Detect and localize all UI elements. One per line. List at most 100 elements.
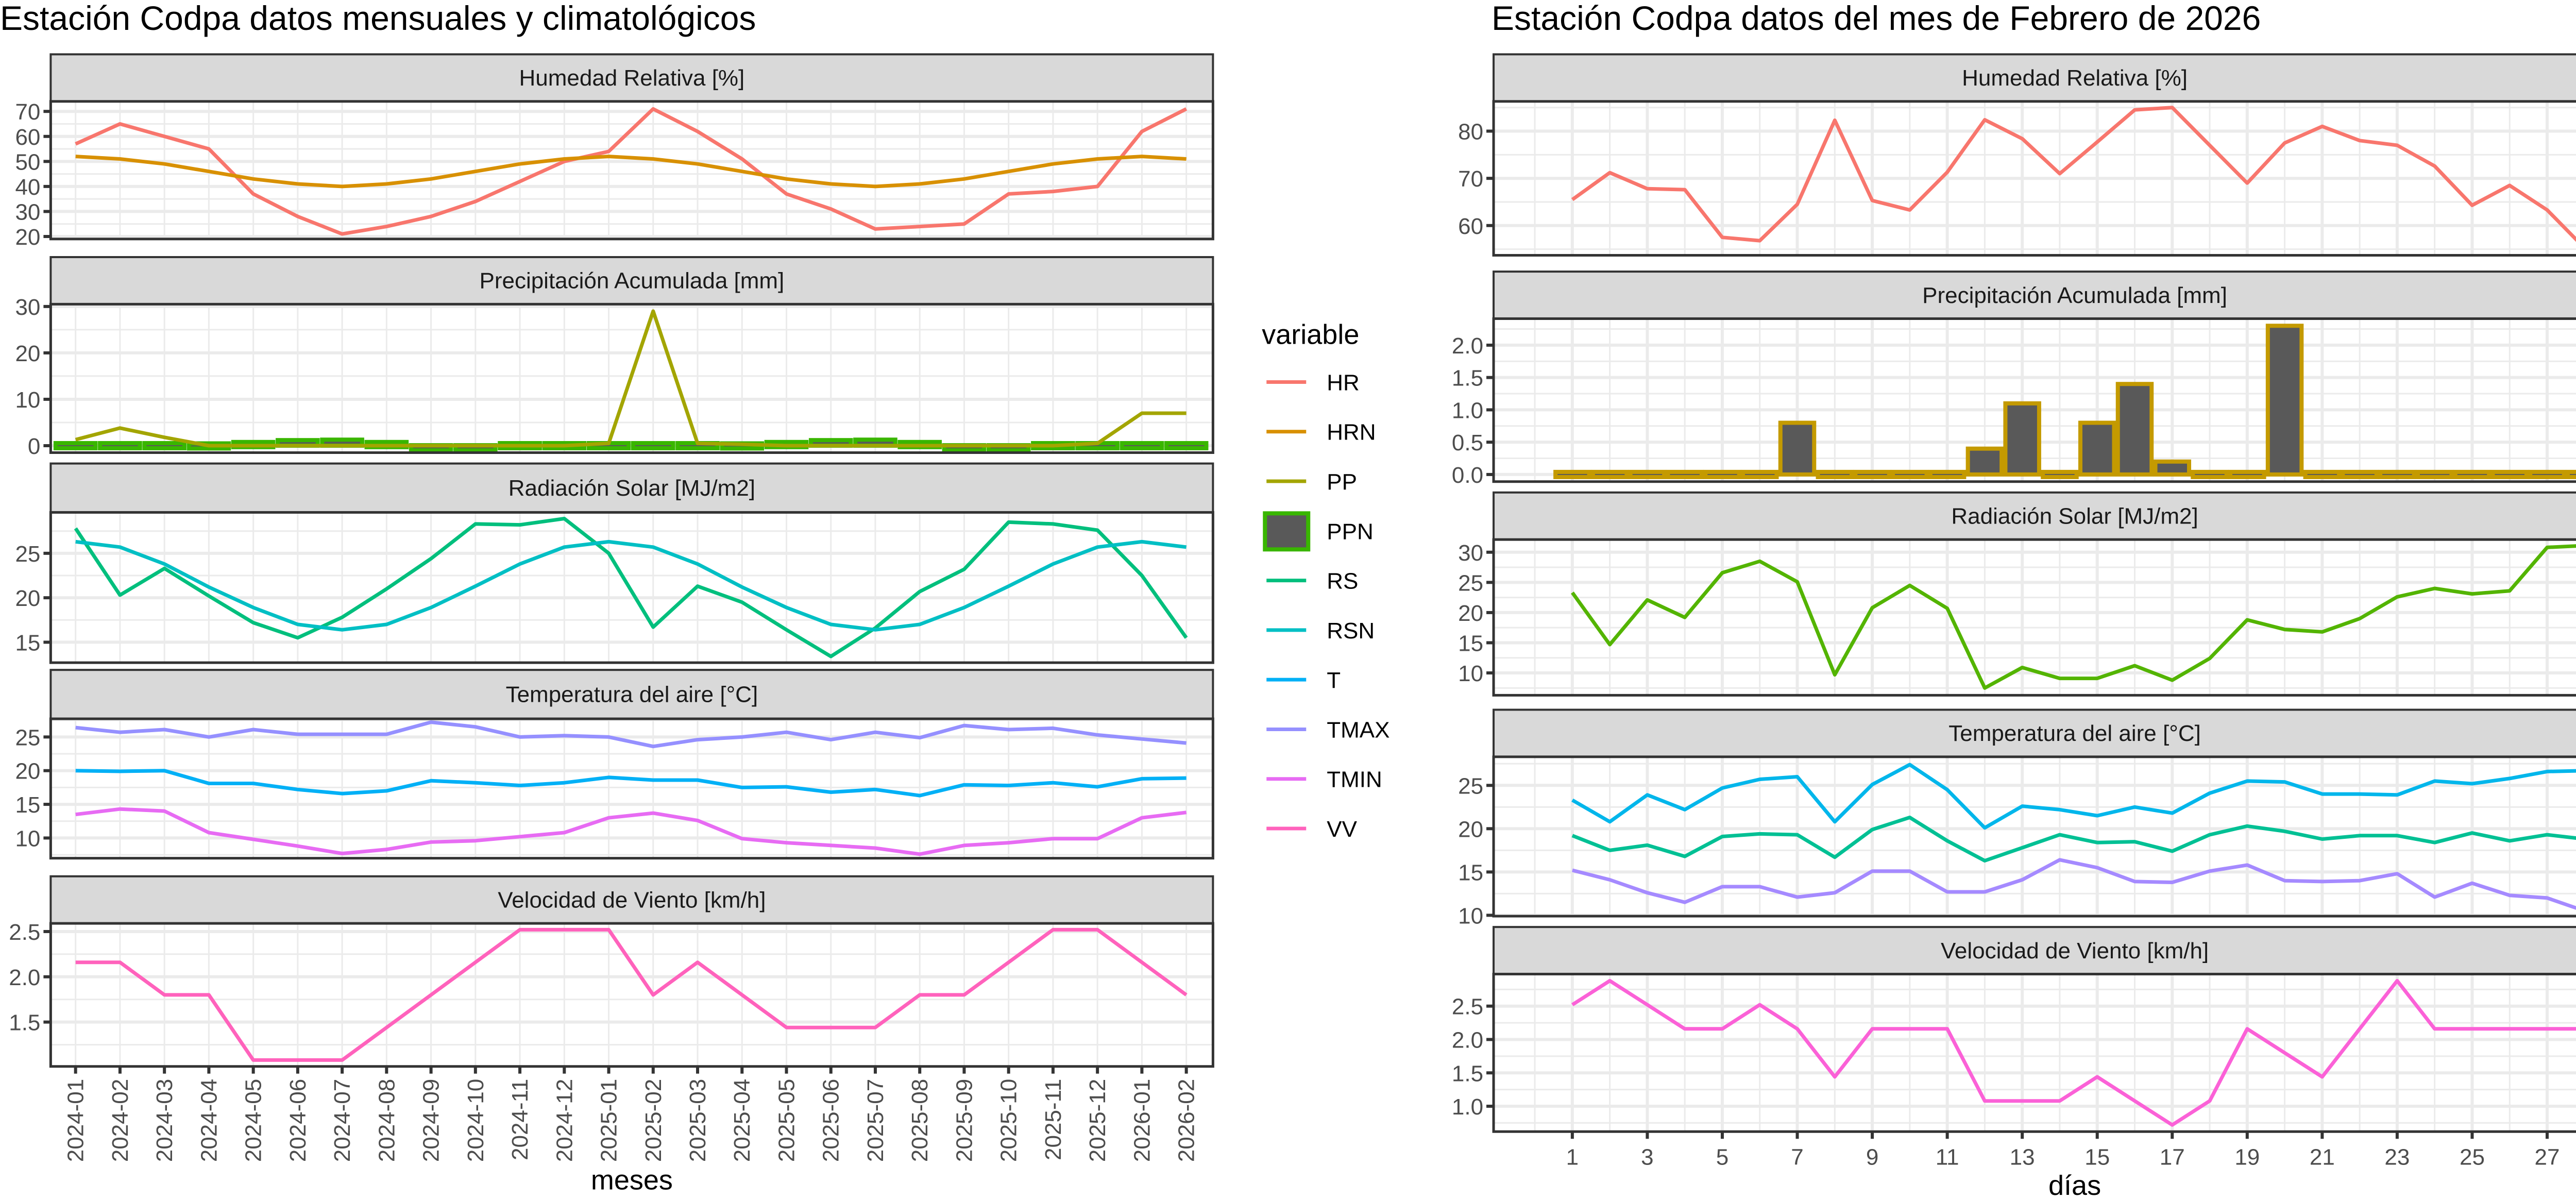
x-tick-label: 1 xyxy=(1566,1144,1579,1170)
x-tick-label: 5 xyxy=(1716,1144,1728,1170)
x-tick-label: 2026-02 xyxy=(1174,1079,1199,1162)
series-line-HRN xyxy=(75,155,1187,189)
panel-border xyxy=(1492,538,2576,697)
x-tick-label: 2024-05 xyxy=(241,1079,266,1162)
facet-panel: Precipitación Acumulada [mm] 0 10 20 30 xyxy=(15,256,1214,459)
bar-PPN xyxy=(1164,441,1209,450)
daily-chart: Humedad Relativa [%] 60 70 80 Precipitación … xyxy=(1452,53,2576,1200)
x-tick-label: 17 xyxy=(2160,1144,2185,1170)
bar-PP xyxy=(1816,469,1854,479)
y-tick-label: 15 xyxy=(15,630,40,655)
legend-label: PPN xyxy=(1327,519,1373,544)
facet-panel: Velocidad de Viento [km/h] 1.0 1.5 2.0 2.5 xyxy=(1452,926,2576,1133)
bar-PP xyxy=(2378,469,2416,479)
facet-strip xyxy=(49,256,1214,306)
x-tick-label: 2025-06 xyxy=(819,1079,844,1162)
x-tick-label: 2024-03 xyxy=(152,1079,177,1162)
bar-PPN xyxy=(53,441,98,450)
legend-label: HRN xyxy=(1327,420,1376,445)
series-line-T xyxy=(1571,816,2576,863)
x-tick-label: 2024-11 xyxy=(507,1079,533,1160)
series-line-RS xyxy=(74,517,1188,658)
bar-PPN xyxy=(98,441,142,450)
legend-label: PP xyxy=(1327,469,1357,495)
x-tick-label: 2024-04 xyxy=(196,1079,222,1162)
bar-PP xyxy=(1703,469,1741,479)
x-tick-label: 11 xyxy=(1936,1144,1959,1170)
y-tick-label: 25 xyxy=(1458,773,1483,799)
x-tick-label: 2024-01 xyxy=(63,1079,89,1162)
y-tick-label: 20 xyxy=(1458,817,1483,842)
series-line-TMIN xyxy=(1572,858,2576,910)
y-tick-label: 2.5 xyxy=(1452,994,1483,1020)
bar-PP xyxy=(2228,469,2266,479)
y-tick-label: 10 xyxy=(1458,903,1483,928)
x-tick-label: 13 xyxy=(2010,1144,2035,1170)
bar-PP xyxy=(2003,401,2041,477)
x-tick-label: 2024-12 xyxy=(552,1079,577,1162)
legend-label: TMIN xyxy=(1327,767,1382,792)
y-tick-label: 2.0 xyxy=(9,965,40,990)
y-tick-label: 1.5 xyxy=(1452,366,1483,391)
x-tick-label: 19 xyxy=(2234,1144,2260,1170)
series-line-RSN xyxy=(75,539,1187,632)
plot-background xyxy=(1494,974,2576,1132)
chart-title-monthly: Estación Codpa datos mensuales y climato… xyxy=(0,0,756,37)
facet-strip xyxy=(1493,271,2576,320)
bar-PP xyxy=(1965,446,2004,477)
y-tick-label: 1.5 xyxy=(9,1010,40,1036)
facet-strip-label: Humedad Relativa [%] xyxy=(519,65,745,91)
y-tick-label: 20 xyxy=(15,759,40,784)
facet-strip-label: Radiación Solar [MJ/m2] xyxy=(509,476,755,501)
panel-border xyxy=(49,100,1214,241)
legend-label: RS xyxy=(1327,569,1358,594)
plot-background xyxy=(50,512,1213,663)
y-tick-label: 20 xyxy=(15,225,40,250)
bar-PP xyxy=(2041,469,2079,479)
x-tick-label: 2025-04 xyxy=(730,1079,755,1162)
x-tick-label: 2025-01 xyxy=(597,1079,622,1162)
facet-strip-label: Velocidad de Viento [km/h] xyxy=(498,887,766,912)
facet-strip-label: Velocidad de Viento [km/h] xyxy=(1941,938,2209,964)
legend-key-bar xyxy=(1263,511,1311,552)
y-tick-label: 1.0 xyxy=(1452,1094,1483,1120)
panel-border xyxy=(49,922,1214,1068)
series-line-TMIN xyxy=(75,807,1187,856)
legend-label: T xyxy=(1327,668,1341,693)
x-tick-label: 23 xyxy=(2384,1144,2410,1170)
x-tick-label: 25 xyxy=(2460,1144,2485,1170)
bar-PP xyxy=(2303,469,2342,479)
y-tick-label: 20 xyxy=(15,341,40,366)
x-tick-label: 2025-11 xyxy=(1041,1079,1066,1160)
panel-border xyxy=(1492,317,2576,483)
y-tick-label: 0.0 xyxy=(1452,463,1483,488)
plot-background xyxy=(50,101,1213,239)
x-tick-label: 9 xyxy=(1866,1144,1878,1170)
plot-background xyxy=(50,923,1213,1067)
y-tick-label: 2.0 xyxy=(1452,333,1483,359)
series-line-HR xyxy=(1571,106,2576,243)
bar-PPN xyxy=(1120,441,1164,450)
facet-panel: Radiación Solar [MJ/m2] 15 20 25 xyxy=(15,462,1214,664)
bar-PP xyxy=(1928,469,1967,479)
bar-PPN xyxy=(142,441,187,450)
facet-strip-label: Precipitación Acumulada [mm] xyxy=(1922,283,2227,308)
legend-label: TMAX xyxy=(1327,717,1389,742)
y-tick-label: 15 xyxy=(1458,860,1483,885)
plot-background xyxy=(1494,756,2576,917)
x-tick-label: 2024-06 xyxy=(285,1079,311,1162)
facet-strip-label: Temperatura del aire [°C] xyxy=(1948,721,2201,746)
y-tick-label: 10 xyxy=(15,387,40,413)
y-tick-label: 70 xyxy=(15,99,40,125)
bar-PP xyxy=(2453,469,2492,479)
y-tick-label: 25 xyxy=(1458,570,1483,596)
y-tick-label: 20 xyxy=(1458,601,1483,626)
legend: variable HR HRN PP PPN RS RSN T TMAX TMIN VV xyxy=(1262,319,1389,842)
series-line-HR xyxy=(75,107,1188,236)
x-tick-label: 2025-09 xyxy=(952,1079,977,1162)
x-tick-label: 15 xyxy=(2084,1144,2110,1170)
y-tick-label: 2.0 xyxy=(1452,1027,1483,1053)
x-tick-label: 2025-05 xyxy=(774,1079,799,1162)
